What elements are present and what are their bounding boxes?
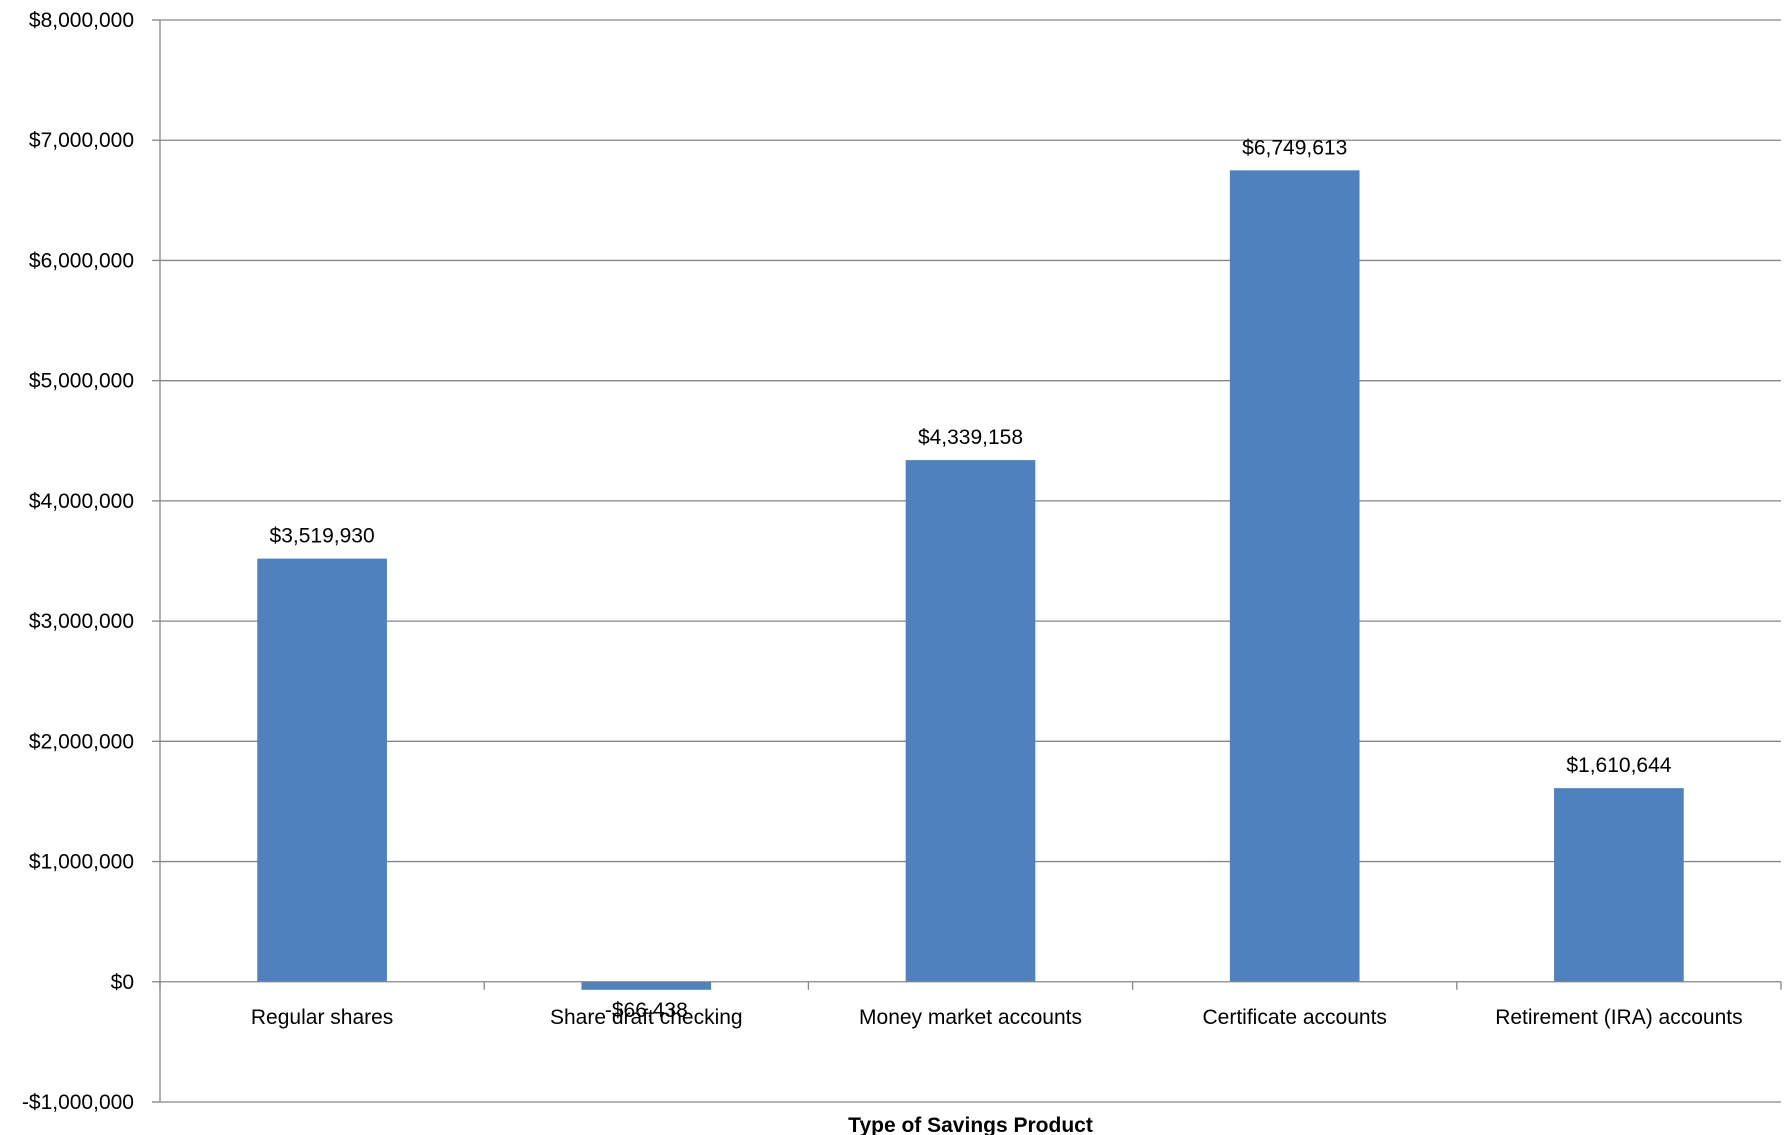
category-label: Money market accounts (859, 1006, 1082, 1029)
x-axis-title: Type of Savings Product (848, 1114, 1093, 1135)
category-label: Certificate accounts (1202, 1006, 1386, 1029)
y-tick-label: $4,000,000 (29, 490, 134, 513)
y-tick-label: $5,000,000 (29, 370, 134, 393)
category-label: Share draft checking (550, 1006, 743, 1029)
bar (905, 460, 1036, 982)
bar (257, 558, 387, 982)
category-label: Regular shares (251, 1006, 393, 1029)
data-label: $4,339,158 (918, 426, 1023, 449)
y-tick-label: $7,000,000 (29, 129, 134, 152)
y-tick-label: $8,000,000 (29, 9, 134, 32)
data-label: $1,610,644 (1566, 754, 1671, 777)
data-label: $3,519,930 (270, 525, 375, 548)
bar (581, 981, 712, 990)
category-label: Retirement (IRA) accounts (1495, 1006, 1742, 1029)
y-tick-label: $0 (111, 971, 134, 994)
y-tick-label: $1,000,000 (29, 851, 134, 874)
y-tick-label: $6,000,000 (29, 249, 134, 272)
bar (1554, 788, 1684, 982)
axes (152, 19, 1782, 1103)
labels: -$1,000,000 $0 $1,000,000 $2,000,000 $3,000,… (22, 9, 1743, 1114)
y-tick-label: $2,000,000 (29, 730, 134, 753)
y-tick-label: $3,000,000 (29, 610, 134, 633)
data-label: -$66,438 (605, 999, 688, 1022)
data-label: $6,749,613 (1242, 136, 1347, 159)
bars (257, 170, 1684, 990)
y-tick-label: -$1,000,000 (22, 1091, 134, 1114)
bar (1229, 170, 1360, 982)
